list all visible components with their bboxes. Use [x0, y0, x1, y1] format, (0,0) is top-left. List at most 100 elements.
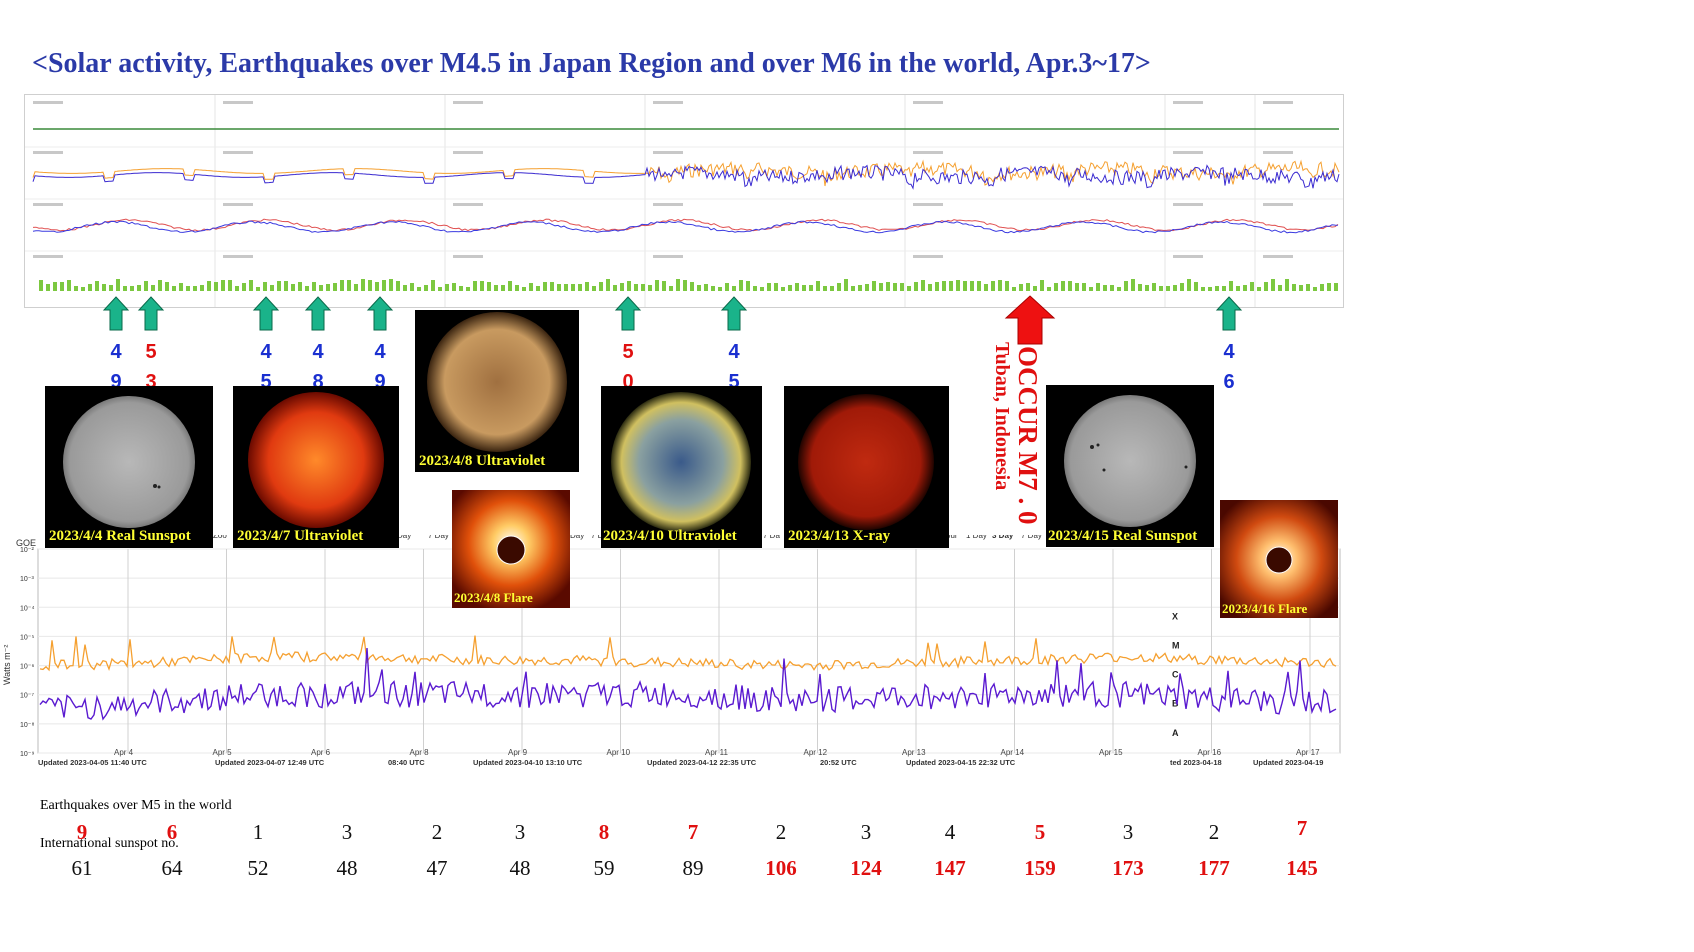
kp-bar — [879, 283, 883, 291]
panel-header-mark — [913, 255, 943, 258]
page-title: <Solar activity, Earthquakes over M4.5 i… — [32, 48, 1151, 79]
kp-bar — [1103, 285, 1107, 291]
range-control[interactable]: Zoo — [213, 531, 227, 540]
xray-chart: 10⁻² 10⁻³ 10⁻⁴ 10⁻⁵ 10⁻⁶ 10⁻⁷ 10⁻⁸ 10⁻⁹ Watts m⁻… — [0, 531, 1342, 775]
kp-bar — [984, 284, 988, 291]
earthquake-count: 2 — [1208, 820, 1220, 844]
y-axis-label: Watts m⁻² — [2, 645, 12, 685]
kp-bar — [956, 280, 960, 291]
x-tick-label: Apr 4 — [114, 748, 134, 757]
green-up-arrow-icon — [366, 296, 394, 331]
kp-bar — [907, 286, 911, 291]
label-earthquakes-m5: Earthquakes over M5 in the world — [40, 798, 232, 813]
kp-bar — [634, 284, 638, 291]
kp-bar — [571, 284, 575, 291]
range-control[interactable]: 1 Day — [966, 531, 987, 540]
range-control[interactable]: 7 Day — [1021, 531, 1042, 540]
range-control[interactable]: 7 Da — [763, 531, 780, 540]
y-tick-label: 10⁻³ — [20, 576, 34, 583]
electron-flux-blue-line — [32, 164, 1340, 190]
image-caption: 2023/4/8 Flare — [454, 590, 533, 605]
range-control[interactable]: Day — [570, 531, 584, 540]
kp-bar — [592, 286, 596, 291]
kp-bar — [564, 284, 568, 291]
kp-bar — [1012, 287, 1016, 291]
sunspot-number: 48 — [336, 856, 358, 880]
range-control[interactable]: 3 Day — [992, 531, 1014, 540]
earthquake-count: 7 — [1296, 816, 1308, 840]
kp-bar — [823, 286, 827, 291]
kp-bar — [529, 283, 533, 291]
kp-bar — [781, 287, 785, 291]
kp-bar — [263, 282, 267, 291]
kp-bar — [144, 281, 148, 291]
image-caption: 2023/4/13 X-ray — [788, 528, 891, 544]
kp-bar — [921, 280, 925, 291]
image-caption: 2023/4/16 Flare — [1222, 601, 1308, 616]
sunspot-number: 173 — [1112, 856, 1144, 880]
panel-header-mark — [223, 151, 253, 154]
kp-bar — [403, 285, 407, 291]
earthquake-count: 4 — [944, 820, 956, 844]
green-up-arrow-icon — [252, 296, 280, 331]
kp-bar — [725, 283, 729, 291]
kp-bar — [361, 279, 365, 291]
kp-bar — [298, 282, 302, 291]
x-tick-label: Apr 16 — [1198, 748, 1222, 757]
kp-bar — [494, 285, 498, 291]
panel-header-mark — [223, 101, 253, 104]
range-control[interactable]: 7 D — [591, 531, 604, 540]
kp-bar — [522, 287, 526, 291]
y-tick-label: 10⁻⁷ — [20, 693, 34, 700]
kp-bar — [732, 286, 736, 291]
x-tick-label: Apr 5 — [213, 748, 233, 757]
range-control[interactable]: 7 Day — [428, 531, 449, 540]
kp-bar — [1089, 287, 1093, 291]
kp-bar — [1061, 281, 1065, 291]
kp-bar — [970, 281, 974, 291]
kp-bar — [256, 287, 260, 291]
kp-bar — [1075, 283, 1079, 291]
x-tick-label: Apr 9 — [508, 748, 528, 757]
flare-class-label: B — [1172, 699, 1179, 709]
kp-bar — [130, 286, 134, 291]
kp-bar — [326, 284, 330, 291]
kp-bar — [655, 280, 659, 291]
x-tick-label: Apr 17 — [1296, 748, 1320, 757]
kp-bar — [942, 281, 946, 291]
range-control[interactable]: Day — [397, 531, 411, 540]
kp-bar — [1082, 283, 1086, 291]
kp-bar — [1047, 287, 1051, 291]
range-control[interactable]: our — [946, 531, 958, 540]
kp-bar — [137, 285, 141, 291]
image-sunspot-0404: 2023/4/4 Real Sunspot — [45, 386, 213, 548]
kp-bar — [172, 286, 176, 291]
y-tick-label: 10⁻⁹ — [20, 751, 34, 758]
image-flare-0408: 2023/4/8 Flare — [452, 490, 570, 608]
panel-header-mark — [453, 203, 483, 206]
panel-header-mark — [33, 101, 63, 104]
kp-bar — [396, 281, 400, 291]
kp-bar — [207, 281, 211, 291]
sunspot-number: 59 — [593, 856, 615, 880]
japan-quake-mag-digit1: 5 — [622, 341, 634, 363]
kp-bar — [1271, 279, 1275, 291]
kp-bar — [382, 280, 386, 291]
kp-bar — [1201, 287, 1205, 291]
occur-big-arrow — [1004, 295, 1056, 345]
earthquake-count: 6 — [166, 820, 178, 844]
kp-bar — [1250, 282, 1254, 291]
sunspot-number: 159 — [1024, 856, 1056, 880]
kp-bar — [998, 280, 1002, 291]
kp-bar — [900, 283, 904, 291]
kp-bar — [690, 282, 694, 291]
japan-quake-mag-digit1: 5 — [145, 341, 157, 363]
kp-bar — [1334, 283, 1338, 291]
kp-bar — [886, 282, 890, 291]
japan-quake-mag-digit1: 4 — [1223, 341, 1235, 363]
panel-header-mark — [1173, 203, 1203, 206]
kp-bar — [480, 281, 484, 291]
kp-bar — [438, 287, 442, 291]
